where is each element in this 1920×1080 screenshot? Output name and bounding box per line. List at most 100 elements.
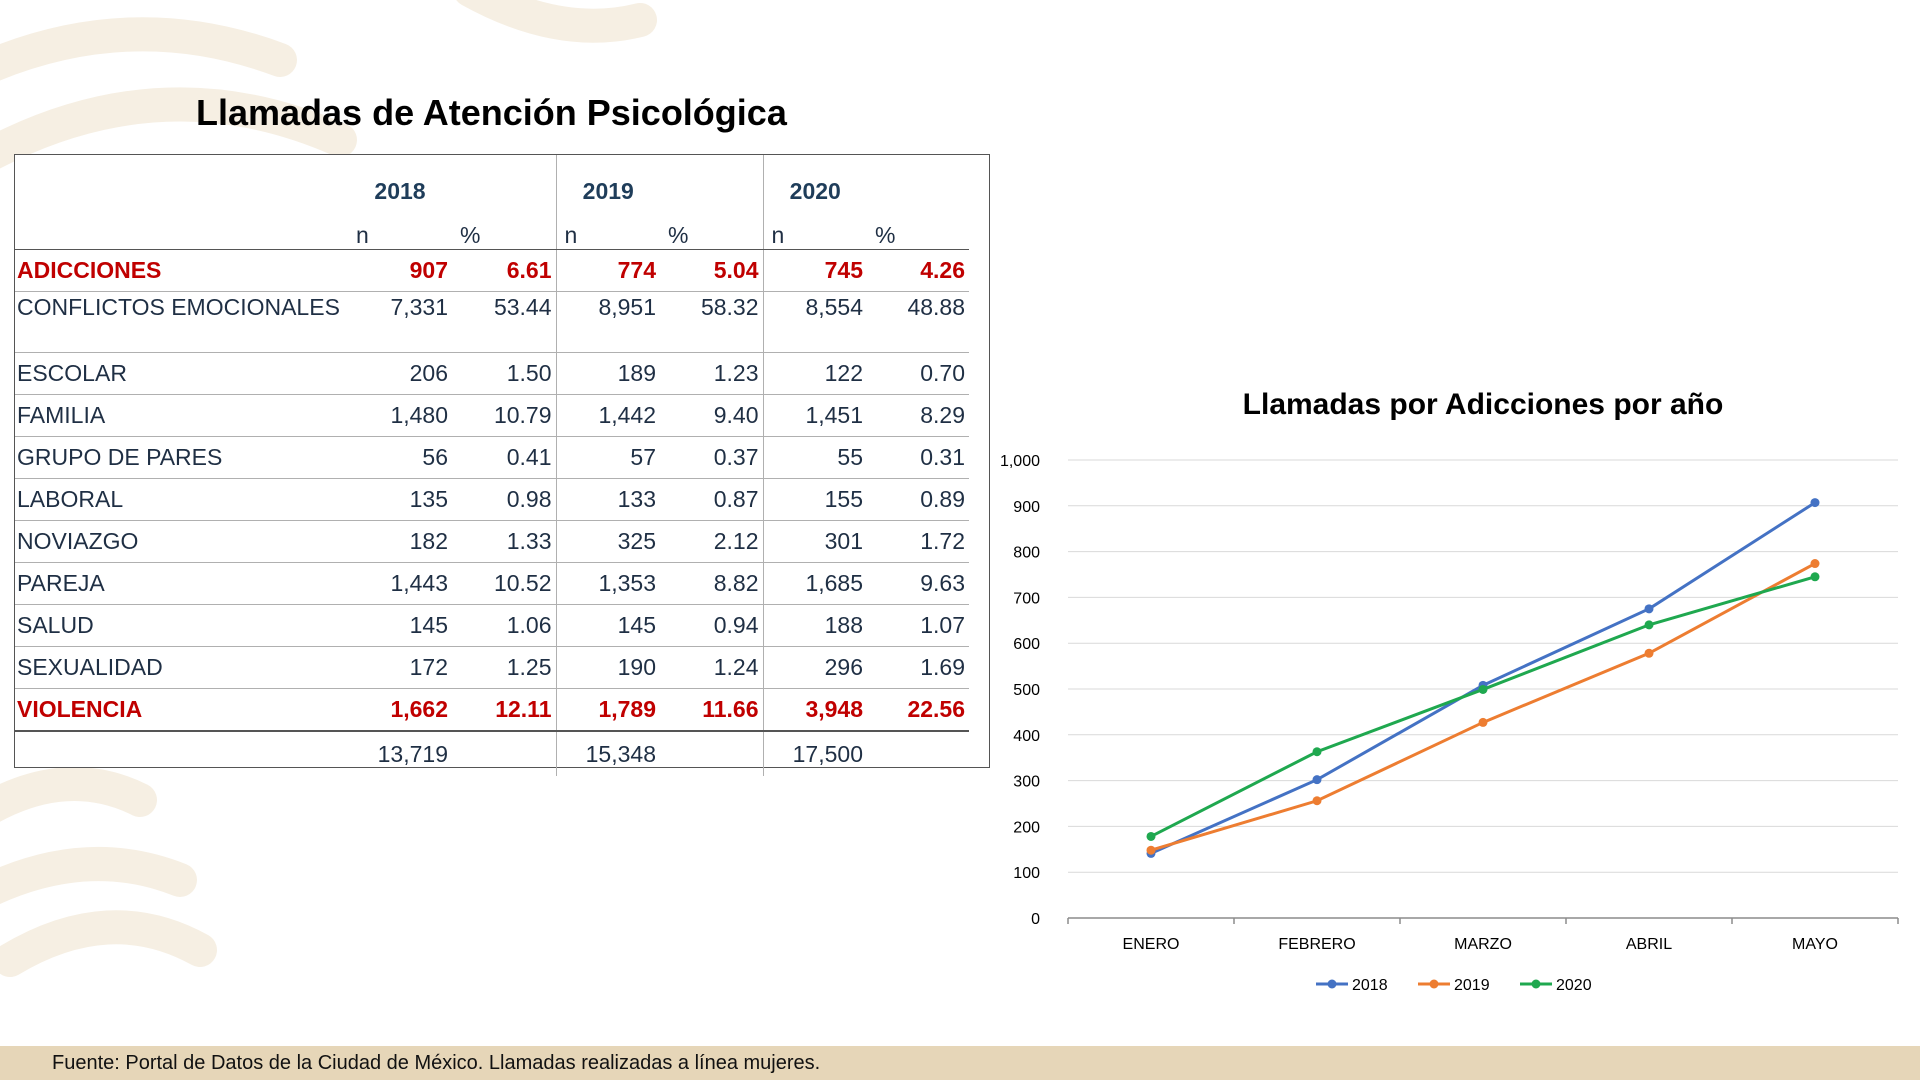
row-value: 1,685 xyxy=(763,562,867,605)
data-point-2020 xyxy=(1644,620,1654,630)
row-value: 1,353 xyxy=(556,562,660,605)
row-value: 172 xyxy=(348,646,452,689)
x-tick-label: ENERO xyxy=(1123,936,1180,953)
row-label: GRUPO DE PARES xyxy=(15,436,348,479)
data-point-2018 xyxy=(1810,498,1820,508)
row-value: 745 xyxy=(763,249,867,292)
row-value: 1.50 xyxy=(452,352,557,395)
row-value: 12.11 xyxy=(452,688,557,732)
row-value: 1,443 xyxy=(348,562,452,605)
row-value: 1,789 xyxy=(556,688,660,732)
sub-header: % xyxy=(660,205,764,250)
year-header: 2019 xyxy=(582,178,634,204)
row-value: 190 xyxy=(556,646,660,689)
x-tick-label: MAYO xyxy=(1792,936,1838,953)
row-value: 188 xyxy=(763,604,867,647)
legend-label: 2020 xyxy=(1556,977,1592,994)
row-label: NOVIAZGO xyxy=(15,520,348,563)
header-blank xyxy=(15,155,348,205)
row-value: 907 xyxy=(348,249,452,292)
row-label: CONFLICTOS EMOCIONALES xyxy=(15,291,348,353)
row-value: 145 xyxy=(556,604,660,647)
table-row: PAREJA 1,443 10.52 1,353 8.82 1,685 9.63 xyxy=(15,562,969,605)
row-value: 0.89 xyxy=(867,478,969,521)
row-label: VIOLENCIA xyxy=(15,688,348,732)
addictions-line-chart: Llamadas por Adicciones por año 0 100 200 30… xyxy=(1000,388,1899,994)
sub-header: n xyxy=(556,205,660,250)
row-value: 8.82 xyxy=(660,562,764,605)
table-row: GRUPO DE PARES 56 0.41 57 0.37 55 0.31 xyxy=(15,436,969,479)
sub-header: % xyxy=(452,205,557,250)
row-value: 1,451 xyxy=(763,394,867,437)
x-tick-label: FEBRERO xyxy=(1278,936,1355,953)
y-tick-label: 400 xyxy=(1013,728,1040,745)
row-value: 11.66 xyxy=(660,688,764,732)
row-value: 1,442 xyxy=(556,394,660,437)
row-value: 4.26 xyxy=(867,249,969,292)
total-value: 13,719 xyxy=(377,740,448,767)
row-value: 8,951 xyxy=(556,291,660,353)
row-value: 1,662 xyxy=(348,688,452,732)
y-tick-label: 900 xyxy=(1013,499,1040,516)
data-point-2018 xyxy=(1644,604,1654,614)
row-value: 182 xyxy=(348,520,452,563)
y-tick-label: 700 xyxy=(1013,590,1040,607)
totals-row: 13,719 15,348 17,500 xyxy=(15,731,969,776)
table-row: VIOLENCIA 1,662 12.11 1,789 11.66 3,948 22.56 xyxy=(15,688,969,732)
table-row: NOVIAZGO 182 1.33 325 2.12 301 1.72 xyxy=(15,520,969,563)
row-label: ESCOLAR xyxy=(15,352,348,395)
row-label: FAMILIA xyxy=(15,394,348,437)
row-value: 1.23 xyxy=(660,352,764,395)
row-value: 6.61 xyxy=(452,249,557,292)
row-value: 1.33 xyxy=(452,520,557,563)
source-footnote: Fuente: Portal de Datos de la Ciudad de … xyxy=(52,1052,821,1074)
sub-header: % xyxy=(867,205,969,250)
y-tick-label: 1,000 xyxy=(1000,453,1040,470)
data-point-2019 xyxy=(1810,559,1820,569)
row-value: 133 xyxy=(556,478,660,521)
data-point-2019 xyxy=(1146,845,1156,855)
y-tick-label: 100 xyxy=(1013,865,1040,882)
row-value: 189 xyxy=(556,352,660,395)
row-value: 1.07 xyxy=(867,604,969,647)
data-point-2019 xyxy=(1312,796,1322,806)
data-point-2019 xyxy=(1644,648,1654,658)
row-value: 48.88 xyxy=(867,291,969,353)
row-value: 55 xyxy=(763,436,867,479)
y-tick-label: 0 xyxy=(1031,911,1040,928)
row-value: 58.32 xyxy=(660,291,764,353)
row-value: 8.29 xyxy=(867,394,969,437)
row-value: 8,554 xyxy=(763,291,867,353)
table-row: FAMILIA 1,480 10.79 1,442 9.40 1,451 8.29 xyxy=(15,394,969,437)
row-value: 2.12 xyxy=(660,520,764,563)
legend-label: 2018 xyxy=(1352,977,1388,994)
table-body: ADICCIONES 907 6.61 774 5.04 745 4.26 CONFLICTO… xyxy=(15,249,969,776)
row-value: 7,331 xyxy=(348,291,452,353)
row-value: 155 xyxy=(763,478,867,521)
total-value: 15,348 xyxy=(585,740,656,767)
row-label: SEXUALIDAD xyxy=(15,646,348,689)
data-point-2020 xyxy=(1146,831,1156,841)
row-value: 206 xyxy=(348,352,452,395)
table-row: SEXUALIDAD 172 1.25 190 1.24 296 1.69 xyxy=(15,646,969,689)
row-value: 0.94 xyxy=(660,604,764,647)
row-value: 22.56 xyxy=(867,688,969,732)
row-value: 296 xyxy=(763,646,867,689)
data-point-2020 xyxy=(1810,572,1820,582)
row-value: 301 xyxy=(763,520,867,563)
row-value: 0.37 xyxy=(660,436,764,479)
row-label: PAREJA xyxy=(15,562,348,605)
table-row: ADICCIONES 907 6.61 774 5.04 745 4.26 xyxy=(15,249,969,292)
year-header: 2018 xyxy=(374,178,426,204)
table-row: SALUD 145 1.06 145 0.94 188 1.07 xyxy=(15,604,969,647)
legend-marker-2018 xyxy=(1327,979,1337,989)
table-row: ESCOLAR 206 1.50 189 1.23 122 0.70 xyxy=(15,352,969,395)
y-tick-label: 800 xyxy=(1013,545,1040,562)
y-tick-label: 200 xyxy=(1013,819,1040,836)
row-value: 9.63 xyxy=(867,562,969,605)
row-label: SALUD xyxy=(15,604,348,647)
chart-title: Llamadas por Adicciones por año xyxy=(1243,388,1724,421)
calls-table: 2018 2019 2020 n % n % n % ADICCIONES 907… xyxy=(14,154,990,776)
row-value: 0.41 xyxy=(452,436,557,479)
row-value: 56 xyxy=(348,436,452,479)
